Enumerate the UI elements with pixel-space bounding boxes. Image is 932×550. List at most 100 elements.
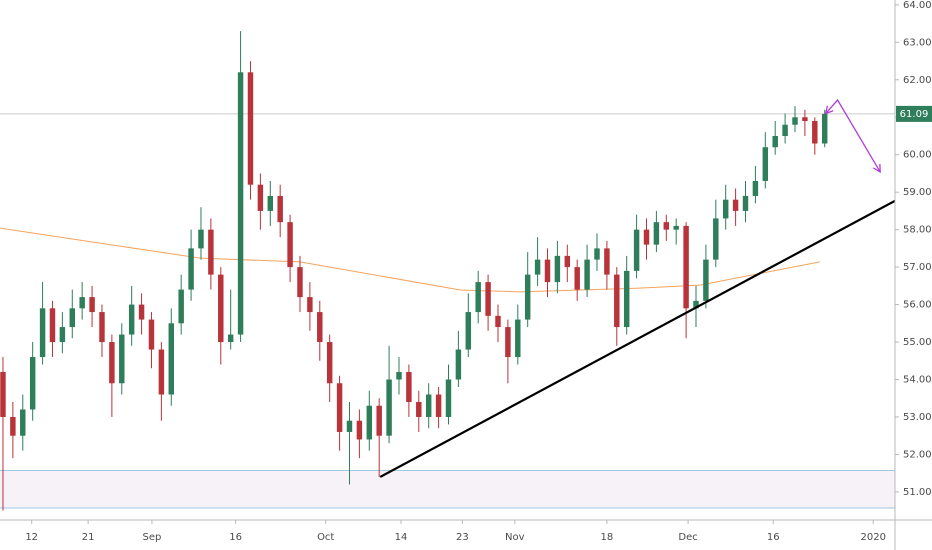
candle-body: [317, 312, 323, 343]
candle-body: [326, 342, 333, 384]
candle-body: [544, 259, 551, 283]
candle-body: [752, 180, 759, 196]
candle-body: [168, 323, 175, 395]
forecast-arrow: [825, 98, 881, 173]
candle-body: [643, 229, 650, 245]
candle-body: [435, 394, 442, 417]
last-price-box: [896, 105, 932, 122]
candle-body: [366, 405, 373, 440]
y-tick-label: 52.00: [903, 449, 932, 460]
zone: [0, 470, 895, 509]
candle-body: [425, 394, 432, 417]
y-tick-label: 55.00: [903, 337, 932, 348]
y-tick-label: 60.00: [903, 150, 932, 161]
y-tick-label: 57.00: [903, 262, 932, 273]
candle-body: [623, 270, 630, 328]
candle-body: [336, 383, 343, 432]
y-tick-label: 53.00: [903, 412, 932, 423]
candle-body: [20, 409, 26, 436]
candle-body: [148, 319, 155, 350]
candle-body: [119, 334, 125, 384]
candle-body: [475, 282, 481, 313]
x-tick-label: 12: [25, 532, 38, 543]
candle-body: [138, 304, 145, 320]
candle-body: [534, 259, 541, 275]
candle-body: [198, 229, 204, 249]
candle-body: [218, 274, 224, 343]
candle-body: [653, 222, 660, 245]
candle-body: [356, 420, 363, 440]
candle-body: [277, 195, 283, 223]
candle-body: [188, 248, 194, 290]
candle-body: [802, 117, 808, 122]
candle-body: [346, 420, 353, 432]
last-price-label: 61.09: [900, 109, 929, 120]
y-tick-label: 62.00: [903, 75, 932, 86]
candle-body: [762, 147, 769, 181]
candle-body: [237, 72, 244, 335]
y-tick-label: 63.00: [903, 37, 932, 48]
candle-body: [663, 222, 670, 230]
candle-body: [524, 274, 531, 320]
candle-body: [287, 222, 293, 268]
x-tick-label: 16: [229, 532, 242, 543]
candle-body: [307, 297, 313, 313]
candle-body: [693, 300, 699, 309]
candle-body: [821, 113, 828, 144]
candle-body: [109, 342, 115, 384]
x-tick-label: Oct: [317, 532, 334, 543]
candle-body: [29, 357, 36, 410]
candle-body: [633, 229, 640, 271]
candle-body: [297, 267, 303, 298]
candle-body: [257, 184, 264, 211]
candle-body: [178, 289, 184, 324]
candle-body: [396, 372, 402, 380]
y-tick-label: 59.00: [903, 187, 932, 198]
candle-body: [673, 225, 679, 230]
candle-body: [742, 195, 749, 211]
candle-body: [267, 195, 274, 211]
candle-body: [79, 297, 85, 309]
plot-area: [0, 31, 895, 511]
candle-body: [505, 327, 511, 358]
candle-body: [564, 255, 571, 268]
candle-body: [445, 379, 452, 417]
y-tick-label: 58.00: [903, 225, 932, 236]
y-tick-label: 64.00: [903, 0, 932, 11]
candle-body: [416, 401, 422, 417]
y-tick-label: 54.00: [903, 375, 932, 386]
x-tick-label: 21: [82, 532, 95, 543]
candle-body: [247, 72, 254, 185]
trendline: [379, 199, 895, 478]
candle-body: [515, 319, 521, 358]
x-tick-label: Sep: [143, 532, 162, 543]
candle-body: [812, 121, 818, 144]
candle-body: [683, 225, 689, 309]
candle-body: [495, 315, 501, 328]
x-tick-label: 23: [456, 532, 469, 543]
x-tick-label: Dec: [678, 532, 697, 543]
arrow-head: [824, 105, 834, 115]
y-tick-label: 51.00: [903, 487, 932, 498]
x-tick-label: 18: [601, 532, 614, 543]
candle-body: [455, 349, 462, 380]
candle-body: [792, 117, 798, 125]
x-tick-label: 2020: [860, 532, 885, 543]
candle-body: [89, 297, 95, 313]
candle-body: [722, 199, 729, 219]
candle-body: [554, 255, 561, 283]
candle-body: [604, 248, 610, 275]
candle-body: [703, 259, 709, 301]
candle-body: [128, 304, 135, 335]
candle-body: [0, 372, 6, 417]
candle-body: [49, 308, 56, 343]
y-tick-label: 56.00: [903, 300, 932, 311]
candle-body: [584, 259, 590, 290]
candle-body: [99, 312, 105, 343]
candle-body: [485, 282, 491, 316]
candle-body: [59, 327, 66, 343]
candle-body: [406, 372, 412, 402]
x-tick-label: 14: [395, 532, 408, 543]
